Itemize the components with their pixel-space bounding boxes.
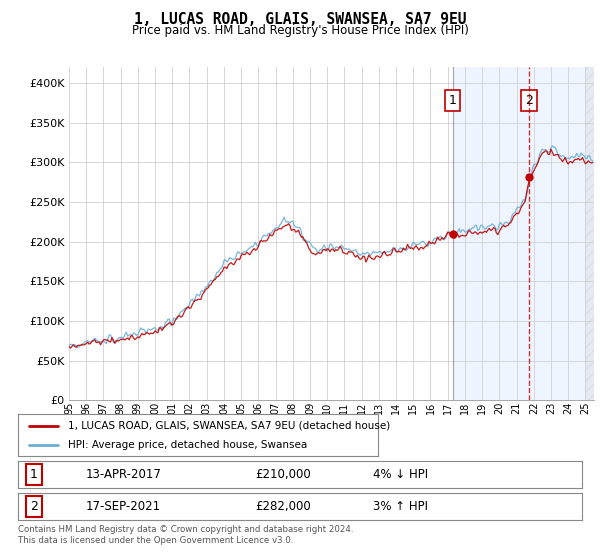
Text: 2: 2 bbox=[525, 94, 533, 107]
Text: HPI: Average price, detached house, Swansea: HPI: Average price, detached house, Swan… bbox=[68, 440, 308, 450]
Text: 1: 1 bbox=[449, 94, 457, 107]
Text: 4% ↓ HPI: 4% ↓ HPI bbox=[373, 468, 428, 482]
Text: £282,000: £282,000 bbox=[255, 500, 311, 513]
Text: 1: 1 bbox=[30, 468, 38, 482]
Text: £210,000: £210,000 bbox=[255, 468, 311, 482]
Text: 1, LUCAS ROAD, GLAIS, SWANSEA, SA7 9EU: 1, LUCAS ROAD, GLAIS, SWANSEA, SA7 9EU bbox=[134, 12, 466, 27]
Text: 3% ↑ HPI: 3% ↑ HPI bbox=[373, 500, 428, 513]
Text: 2: 2 bbox=[30, 500, 38, 513]
Text: Price paid vs. HM Land Registry's House Price Index (HPI): Price paid vs. HM Land Registry's House … bbox=[131, 24, 469, 36]
Text: 13-APR-2017: 13-APR-2017 bbox=[86, 468, 161, 482]
Bar bbox=[452, 67, 600, 400]
Bar bbox=[586, 67, 600, 400]
Text: 17-SEP-2021: 17-SEP-2021 bbox=[86, 500, 161, 513]
Text: 1, LUCAS ROAD, GLAIS, SWANSEA, SA7 9EU (detached house): 1, LUCAS ROAD, GLAIS, SWANSEA, SA7 9EU (… bbox=[68, 421, 391, 431]
Text: Contains HM Land Registry data © Crown copyright and database right 2024.
This d: Contains HM Land Registry data © Crown c… bbox=[18, 525, 353, 545]
